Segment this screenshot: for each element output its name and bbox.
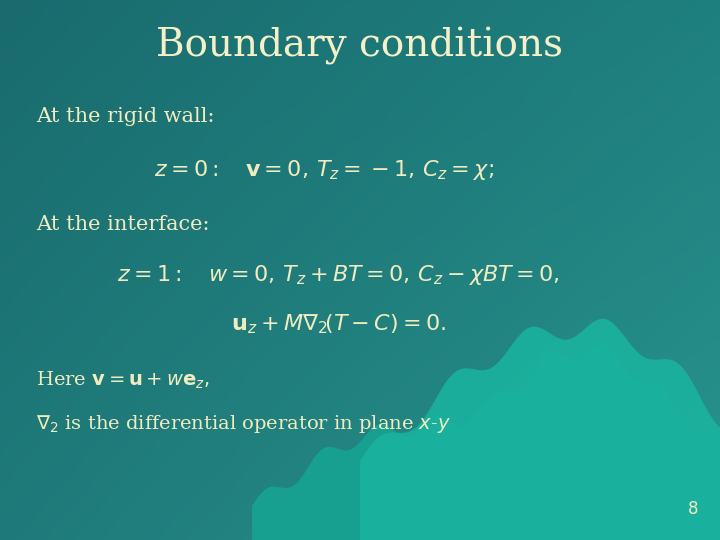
Text: At the rigid wall:: At the rigid wall: [36, 106, 215, 126]
Text: Boundary conditions: Boundary conditions [156, 27, 564, 65]
Text: $z = 0:\quad \mathbf{v} = 0,\, T_z = -1,\, C_z = \chi;$: $z = 0:\quad \mathbf{v} = 0,\, T_z = -1,… [154, 158, 494, 182]
Text: $\mathbf{u}_z + M\nabla_2\!\left(T - C\right) = 0.$: $\mathbf{u}_z + M\nabla_2\!\left(T - C\r… [231, 312, 446, 336]
Text: Here $\mathbf{v} = \mathbf{u} + w\mathbf{e}_z,$: Here $\mathbf{v} = \mathbf{u} + w\mathbf… [36, 370, 210, 392]
Text: $\nabla_2$ is the differential operator in plane $x$-$y$: $\nabla_2$ is the differential operator … [36, 413, 451, 435]
Polygon shape [360, 319, 720, 540]
Polygon shape [252, 345, 720, 540]
Text: 8: 8 [688, 501, 698, 518]
Text: At the interface:: At the interface: [36, 214, 210, 234]
Text: $z = 1:\quad w = 0,\, T_z + BT = 0,\, C_z - \chi BT = 0,$: $z = 1:\quad w = 0,\, T_z + BT = 0,\, C_… [117, 264, 559, 287]
